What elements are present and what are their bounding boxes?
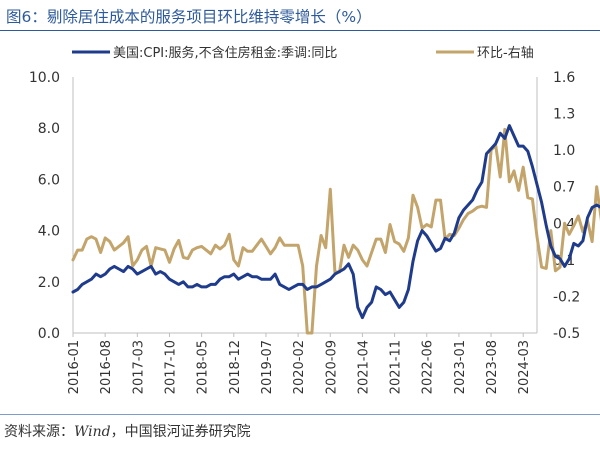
source-divider	[0, 414, 600, 415]
y-left-tick-label: 10.0	[29, 70, 60, 86]
x-tick-label: 2017-10	[163, 340, 178, 394]
legend-label-mom: 环比-右轴	[477, 46, 534, 61]
x-tick-label: 2021-11	[389, 340, 404, 394]
chart-canvas: 美国:CPI:服务,不含住房租金:季调:同比 环比-右轴 0.0 2.0 4.0 6.…	[29, 45, 600, 394]
y-left-tick-label: 0.0	[38, 326, 60, 342]
axes: 0.02.04.06.08.010.0-0.5-0.20.10.40.71.01…	[29, 70, 581, 394]
y-left-tick-label: 8.0	[38, 121, 60, 137]
y-right-tick-label: -0.2	[553, 289, 580, 305]
series-lines	[71, 124, 600, 335]
y-right-tick-label: 1.0	[553, 143, 575, 159]
title-divider	[0, 30, 600, 31]
y-right-tick-label: 0.7	[553, 180, 575, 196]
chart-title: 图6：剔除居住成本的服务项目环比维持零增长（%）	[6, 8, 372, 26]
x-tick-label: 2020-02	[292, 340, 307, 394]
x-tick-label: 2023-01	[453, 340, 468, 394]
source-prefix: 资料来源：	[4, 424, 74, 440]
series-line-mom	[71, 127, 600, 335]
y-right-tick-label: 1.6	[553, 70, 575, 86]
x-tick-label: 2017-03	[131, 340, 146, 394]
x-tick-label: 2023-08	[485, 340, 500, 394]
x-tick-label: 2021-04	[356, 340, 371, 394]
y-right-tick-label: -0.5	[553, 326, 580, 342]
x-tick-label: 2020-09	[324, 340, 339, 394]
legend-label-yoy: 美国:CPI:服务,不含住房租金:季调:同比	[113, 45, 337, 61]
x-tick-label: 2018-05	[196, 340, 211, 394]
x-tick-label: 2018-12	[228, 340, 243, 394]
legend: 美国:CPI:服务,不含住房租金:季调:同比 环比-右轴	[72, 45, 534, 61]
x-tick-label: 2016-08	[99, 340, 114, 394]
y-left-tick-label: 4.0	[38, 224, 60, 240]
source-suffix: ，中国银河证券研究院	[110, 424, 251, 440]
y-right-tick-label: 1.3	[553, 107, 575, 123]
series-line-yoy	[71, 124, 600, 320]
y-left-tick-label: 6.0	[38, 172, 60, 188]
source-name: Wind	[74, 424, 111, 440]
x-tick-label: 2019-07	[260, 340, 275, 394]
y-left-tick-label: 2.0	[38, 275, 60, 291]
x-tick-label: 2016-01	[67, 340, 82, 394]
x-tick-label: 2022-06	[421, 340, 436, 394]
source-note: 资料来源：Wind，中国银河证券研究院	[4, 421, 251, 441]
x-tick-label: 2024-03	[517, 340, 532, 394]
